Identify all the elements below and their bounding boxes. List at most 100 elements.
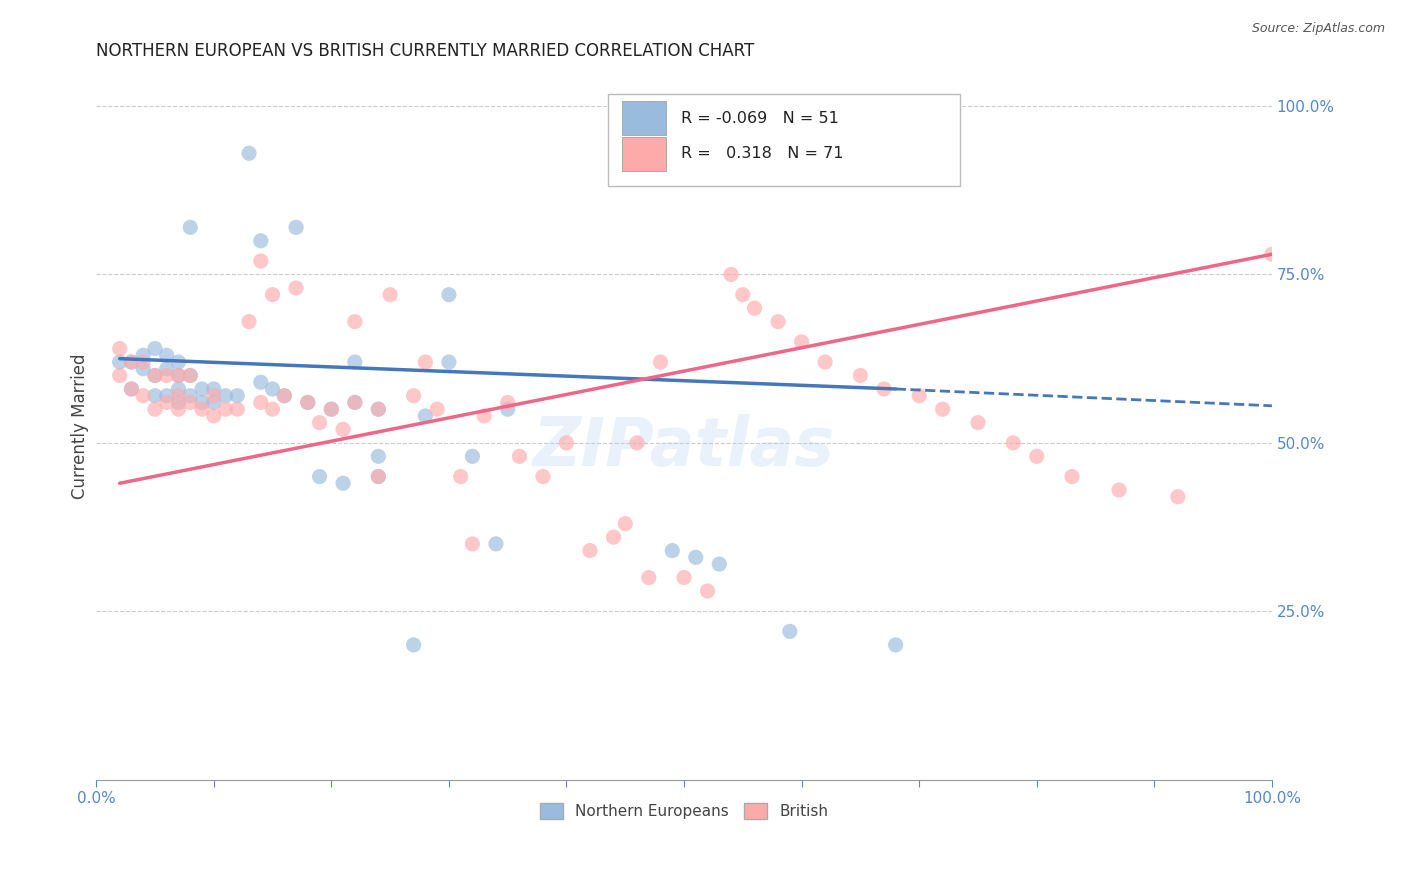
Point — [402, 389, 425, 403]
Point — [415, 409, 437, 423]
Point — [191, 402, 214, 417]
Point — [367, 469, 389, 483]
Point — [1261, 247, 1284, 261]
Point — [179, 395, 201, 409]
Point — [167, 355, 190, 369]
Point — [202, 389, 225, 403]
Point — [332, 422, 354, 436]
Bar — [621, 136, 666, 170]
Point — [967, 416, 990, 430]
Text: ZIPatlas: ZIPatlas — [533, 414, 835, 480]
Point — [249, 254, 271, 268]
Text: R = -0.069   N = 51: R = -0.069 N = 51 — [681, 111, 838, 126]
Point — [273, 389, 295, 403]
Point — [214, 402, 236, 417]
Point — [873, 382, 896, 396]
Point — [132, 361, 155, 376]
Point — [731, 287, 754, 301]
Point — [249, 395, 271, 409]
Point — [308, 416, 330, 430]
Point — [1025, 450, 1047, 464]
Point — [132, 348, 155, 362]
Point — [461, 450, 484, 464]
Point — [637, 570, 659, 584]
Point — [720, 268, 742, 282]
Point — [202, 409, 225, 423]
Point — [143, 368, 166, 383]
Point — [108, 355, 131, 369]
Point — [626, 435, 648, 450]
Point — [779, 624, 801, 639]
Point — [884, 638, 907, 652]
Point — [367, 402, 389, 417]
Point — [297, 395, 319, 409]
Point — [343, 315, 366, 329]
Text: Source: ZipAtlas.com: Source: ZipAtlas.com — [1251, 22, 1385, 36]
Point — [108, 342, 131, 356]
Point — [191, 382, 214, 396]
Point — [472, 409, 495, 423]
Point — [143, 342, 166, 356]
Point — [273, 389, 295, 403]
Point — [367, 469, 389, 483]
Point — [167, 395, 190, 409]
Point — [179, 368, 201, 383]
Point — [908, 389, 931, 403]
Point — [343, 395, 366, 409]
Point — [262, 287, 284, 301]
Point — [814, 355, 837, 369]
Point — [108, 368, 131, 383]
Point — [415, 355, 437, 369]
Point — [402, 638, 425, 652]
Point — [343, 395, 366, 409]
Point — [437, 355, 460, 369]
Point — [120, 355, 142, 369]
Point — [167, 402, 190, 417]
Point — [297, 395, 319, 409]
Point — [156, 368, 179, 383]
Point — [191, 395, 214, 409]
Point — [202, 395, 225, 409]
Point — [496, 402, 519, 417]
Point — [226, 402, 249, 417]
Point — [156, 395, 179, 409]
Point — [156, 348, 179, 362]
Legend: Northern Europeans, British: Northern Europeans, British — [534, 797, 834, 825]
Point — [249, 376, 271, 390]
Point — [226, 389, 249, 403]
Point — [650, 355, 672, 369]
Point — [262, 382, 284, 396]
Point — [450, 469, 472, 483]
Point — [238, 315, 260, 329]
Point — [120, 382, 142, 396]
Text: NORTHERN EUROPEAN VS BRITISH CURRENTLY MARRIED CORRELATION CHART: NORTHERN EUROPEAN VS BRITISH CURRENTLY M… — [96, 42, 755, 60]
Point — [156, 389, 179, 403]
Point — [214, 389, 236, 403]
Point — [673, 570, 696, 584]
Point — [332, 476, 354, 491]
Y-axis label: Currently Married: Currently Married — [72, 353, 89, 499]
Point — [367, 402, 389, 417]
Point — [555, 435, 578, 450]
Point — [179, 220, 201, 235]
Point — [744, 301, 766, 315]
Point — [437, 287, 460, 301]
Point — [602, 530, 624, 544]
Point — [496, 395, 519, 409]
Point — [249, 234, 271, 248]
Point — [766, 315, 789, 329]
Point — [1108, 483, 1130, 497]
Point — [285, 281, 308, 295]
Point — [367, 450, 389, 464]
Point — [156, 361, 179, 376]
Point — [1002, 435, 1025, 450]
Point — [285, 220, 308, 235]
Point — [579, 543, 602, 558]
Point — [790, 334, 813, 349]
Point — [143, 389, 166, 403]
Point — [461, 537, 484, 551]
Point — [931, 402, 953, 417]
Point — [696, 584, 718, 599]
Point — [120, 355, 142, 369]
Point — [167, 389, 190, 403]
